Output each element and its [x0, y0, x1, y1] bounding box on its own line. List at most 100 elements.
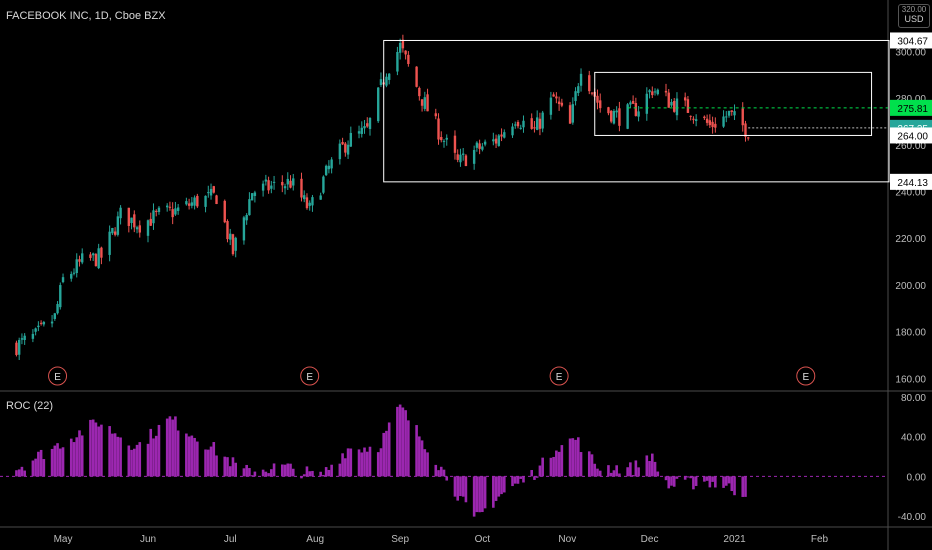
- candle-body: [478, 143, 481, 149]
- roc-bar: [130, 449, 133, 477]
- roc-bar: [368, 446, 372, 477]
- candle-body: [744, 123, 747, 137]
- roc-bar: [100, 424, 103, 477]
- roc-bar: [434, 464, 438, 477]
- roc-bar: [387, 422, 391, 477]
- candle-body: [475, 142, 479, 148]
- roc-bar: [538, 465, 542, 477]
- candle-body: [363, 126, 366, 129]
- roc-bar: [39, 449, 43, 477]
- candle-body: [730, 110, 733, 112]
- roc-bar: [171, 419, 174, 477]
- candle-body: [494, 138, 498, 144]
- candle-body: [261, 183, 265, 191]
- candle-body: [461, 153, 465, 155]
- candle-body: [689, 115, 692, 117]
- candle-body: [209, 188, 213, 196]
- roc-bar: [492, 476, 495, 508]
- roc-bar: [242, 468, 246, 477]
- price-axis[interactable]: 160.00 180.00 200.00 220.00 240.00 260.00 280.…: [890, 32, 932, 385]
- candle-body: [456, 154, 459, 160]
- time-axis[interactable]: May Jun Jul Aug Sep Oct Nov Dec 2021 Feb: [54, 534, 829, 545]
- earnings-marker-text: E: [306, 372, 313, 383]
- candle-body: [667, 92, 670, 108]
- roc-bar: [250, 475, 254, 477]
- roc-bar: [174, 416, 177, 477]
- candle-body: [113, 231, 117, 235]
- roc-bar: [404, 410, 407, 477]
- roc-bar: [344, 458, 347, 477]
- roc-bar: [596, 468, 599, 477]
- candle-body: [146, 220, 150, 236]
- roc-bar: [91, 419, 95, 477]
- roc-bar: [475, 476, 479, 513]
- roc-tick-label: 40.00: [901, 433, 926, 444]
- candle-body: [15, 342, 18, 355]
- roc-bar: [376, 452, 380, 477]
- roc-bar: [187, 436, 191, 477]
- candle-body: [20, 338, 24, 340]
- candle-body: [330, 159, 333, 169]
- roc-bar: [300, 476, 303, 479]
- price-tag-current-bg: [890, 99, 932, 116]
- candle-body: [434, 113, 437, 117]
- candle-body: [91, 253, 95, 256]
- roc-bar: [629, 462, 632, 477]
- roc-bar: [97, 426, 100, 477]
- candle-body: [281, 181, 284, 186]
- candle-body: [629, 102, 632, 105]
- roc-bar: [568, 438, 572, 477]
- currency-button[interactable]: 320.00 USD: [898, 4, 930, 28]
- candle-body: [535, 117, 539, 130]
- price-tag-bottom-bg: [890, 173, 932, 190]
- candle-body: [377, 87, 380, 122]
- roc-bar: [653, 461, 657, 477]
- candle-body: [464, 155, 468, 167]
- roc-bar: [472, 476, 476, 517]
- candle-body: [190, 202, 194, 206]
- candle-body: [705, 118, 709, 123]
- roc-bar: [363, 447, 366, 477]
- time-tick-label: Dec: [641, 534, 659, 545]
- candle-body: [530, 118, 533, 129]
- roc-bar: [226, 457, 229, 477]
- roc-bar: [228, 466, 232, 477]
- roc-bar: [327, 469, 331, 477]
- roc-bars: [15, 404, 747, 517]
- roc-bar: [42, 459, 46, 477]
- candle-body: [250, 193, 254, 201]
- roc-axis[interactable]: -40.00 0.00 40.00 80.00: [898, 393, 927, 523]
- candle-body: [108, 231, 111, 255]
- roc-bar: [31, 460, 35, 477]
- roc-bar: [267, 473, 270, 477]
- roc-bar: [138, 442, 142, 477]
- currency-top-label: 320.00: [901, 5, 927, 14]
- roc-bar: [645, 455, 649, 477]
- roc-bar: [157, 424, 161, 477]
- candle-body: [497, 135, 501, 146]
- roc-bar: [555, 450, 558, 477]
- roc-bar: [502, 476, 506, 493]
- candle-body: [357, 131, 361, 134]
- roc-bar: [607, 465, 610, 477]
- roc-bar: [590, 454, 594, 477]
- roc-indicator-label[interactable]: ROC (22): [6, 400, 54, 412]
- roc-bar: [574, 439, 577, 477]
- roc-bar: [648, 461, 651, 477]
- roc-bar: [289, 463, 292, 477]
- candle-body: [286, 178, 289, 185]
- roc-bar: [694, 476, 698, 486]
- candle-body: [692, 118, 695, 120]
- roc-bar: [72, 442, 76, 477]
- roc-bar: [223, 456, 227, 477]
- candle-body: [135, 227, 139, 230]
- roc-bar: [37, 451, 40, 477]
- candle-body: [401, 39, 405, 49]
- roc-bar: [530, 470, 534, 477]
- candle-body: [571, 104, 575, 123]
- candle-body: [196, 195, 199, 207]
- price-tick-label: 240.00: [895, 187, 926, 198]
- candle-body: [686, 99, 690, 113]
- roc-bar: [280, 464, 284, 477]
- roc-bar: [497, 476, 501, 497]
